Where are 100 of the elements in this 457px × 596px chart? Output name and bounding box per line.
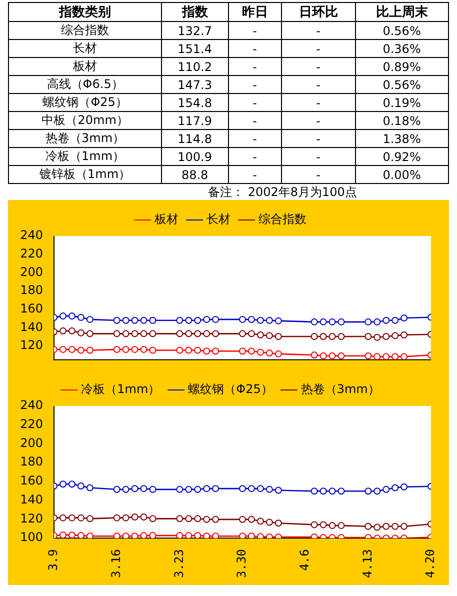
point bbox=[256, 485, 264, 492]
point bbox=[194, 346, 202, 354]
data-label: - bbox=[282, 148, 356, 166]
point bbox=[374, 334, 381, 341]
legend-label: 长材 bbox=[206, 212, 230, 226]
point bbox=[374, 488, 381, 495]
point bbox=[59, 514, 66, 522]
point bbox=[382, 353, 390, 360]
y-tick-label: 240 bbox=[20, 398, 43, 412]
text: 备注： 2002年8月为100点 bbox=[207, 184, 358, 200]
text: 昨日 bbox=[228, 2, 282, 22]
text: 指数类别 bbox=[8, 2, 162, 22]
point bbox=[122, 486, 130, 493]
point bbox=[131, 513, 138, 520]
point bbox=[256, 348, 264, 356]
y-tick-label: 200 bbox=[20, 264, 43, 279]
point bbox=[274, 533, 282, 538]
data-label: 0.92% bbox=[355, 148, 448, 166]
data-label: 147.3 bbox=[162, 76, 228, 94]
point bbox=[400, 353, 408, 360]
point bbox=[131, 330, 138, 338]
point bbox=[140, 330, 148, 338]
data-label: 151.4 bbox=[162, 40, 228, 58]
y-tick-label: 160 bbox=[20, 301, 43, 316]
y-tick-label: 120 bbox=[20, 511, 43, 526]
point bbox=[122, 330, 130, 338]
point bbox=[68, 327, 76, 334]
point bbox=[212, 516, 220, 523]
data-label: 110.2 bbox=[162, 58, 228, 76]
y-tick-label: 120 bbox=[20, 338, 43, 352]
point bbox=[176, 486, 184, 493]
point bbox=[274, 317, 282, 324]
point bbox=[310, 352, 318, 359]
point bbox=[248, 516, 255, 523]
point bbox=[113, 316, 120, 324]
point bbox=[68, 346, 76, 353]
data-label: 0.00% bbox=[355, 166, 448, 184]
point bbox=[392, 484, 399, 492]
legend-label: 螺纹钢（Φ25） bbox=[188, 382, 273, 396]
point bbox=[274, 350, 282, 358]
point bbox=[338, 333, 345, 340]
point bbox=[266, 316, 273, 324]
point bbox=[266, 350, 273, 357]
point bbox=[86, 330, 94, 338]
point bbox=[338, 522, 345, 530]
point bbox=[185, 532, 192, 538]
point bbox=[203, 348, 210, 355]
point bbox=[194, 330, 202, 338]
y-tick-label: 240 bbox=[20, 228, 43, 242]
point bbox=[131, 316, 138, 324]
data-label: - bbox=[228, 112, 282, 130]
point bbox=[194, 532, 202, 538]
point bbox=[364, 318, 372, 326]
point bbox=[328, 318, 336, 326]
data-label: - bbox=[282, 166, 356, 184]
point bbox=[328, 488, 336, 495]
category-label: 长材 bbox=[8, 40, 162, 58]
category-label: 镀锌板（1mm） bbox=[8, 166, 162, 184]
data-label: - bbox=[282, 22, 356, 40]
point bbox=[149, 330, 156, 338]
point bbox=[68, 312, 76, 320]
point bbox=[239, 330, 246, 338]
data-label: - bbox=[228, 148, 282, 166]
point bbox=[59, 346, 66, 353]
point bbox=[338, 318, 345, 326]
point bbox=[256, 518, 264, 525]
point bbox=[176, 316, 184, 324]
point bbox=[131, 532, 138, 538]
point bbox=[239, 485, 246, 492]
point bbox=[266, 533, 273, 538]
point bbox=[320, 521, 327, 528]
point bbox=[86, 515, 94, 522]
point bbox=[400, 483, 408, 490]
point bbox=[77, 346, 84, 354]
data-label: 114.8 bbox=[162, 130, 228, 148]
data-label: 88.8 bbox=[162, 166, 228, 184]
point bbox=[68, 514, 76, 522]
point bbox=[382, 522, 390, 530]
point bbox=[248, 316, 255, 323]
data-label: 1.38% bbox=[355, 130, 448, 148]
point bbox=[374, 524, 381, 531]
point bbox=[194, 316, 202, 324]
point bbox=[320, 333, 327, 340]
point bbox=[140, 346, 148, 353]
point bbox=[239, 316, 246, 323]
point bbox=[113, 532, 120, 538]
category-label: 中板（20mm） bbox=[8, 112, 162, 130]
text: 指数 bbox=[162, 2, 228, 22]
point bbox=[400, 331, 408, 338]
y-tick-label: 100 bbox=[20, 530, 43, 544]
point bbox=[338, 488, 345, 495]
point bbox=[185, 515, 192, 522]
point bbox=[382, 316, 390, 324]
point bbox=[248, 532, 255, 538]
point bbox=[248, 330, 255, 338]
point bbox=[77, 329, 84, 336]
category-label: 高线（Φ6.5） bbox=[8, 76, 162, 94]
point bbox=[176, 346, 184, 354]
point bbox=[274, 333, 282, 340]
point bbox=[328, 522, 336, 530]
